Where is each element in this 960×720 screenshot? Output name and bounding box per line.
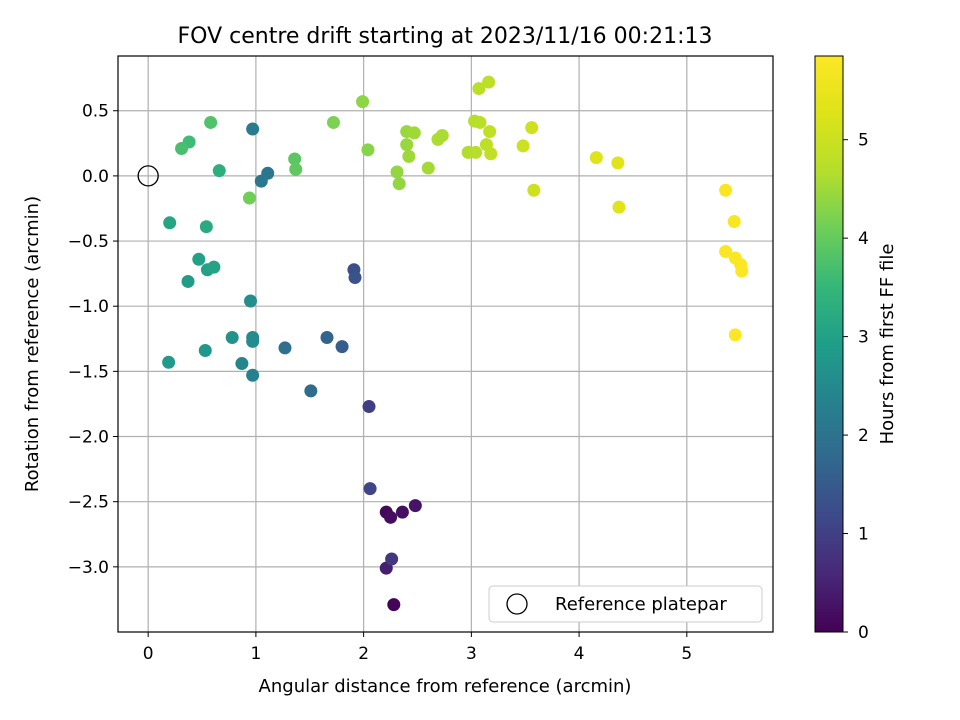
scatter-point bbox=[719, 244, 733, 258]
scatter-point bbox=[246, 122, 260, 136]
scatter-point bbox=[612, 200, 626, 214]
scatter-point bbox=[482, 75, 496, 89]
scatter-point bbox=[516, 139, 530, 153]
scatter-point bbox=[392, 177, 406, 191]
scatter-point bbox=[181, 274, 195, 288]
y-tick-label: −1.0 bbox=[68, 297, 109, 317]
legend-label: Reference platepar bbox=[555, 594, 727, 615]
scatter-point bbox=[278, 341, 292, 355]
scatter-point bbox=[162, 355, 176, 369]
y-axis-label: Rotation from reference (arcmin) bbox=[22, 196, 43, 492]
scatter-point bbox=[356, 95, 370, 109]
reference-platepar-marker bbox=[137, 165, 159, 187]
y-tick-label: 0.0 bbox=[82, 167, 109, 187]
scatter-point bbox=[400, 138, 414, 152]
scatter-point bbox=[469, 145, 483, 159]
scatter-point bbox=[199, 220, 213, 234]
x-tick-label: 1 bbox=[250, 644, 261, 664]
scatter-point bbox=[473, 115, 487, 129]
scatter-point bbox=[242, 191, 256, 205]
scatter-point bbox=[384, 510, 398, 524]
grid-lines bbox=[118, 56, 773, 632]
scatter-point bbox=[611, 156, 625, 170]
colorbar-tick-label: 5 bbox=[858, 131, 869, 151]
scatter-point bbox=[246, 368, 260, 382]
legend-box bbox=[488, 585, 763, 623]
legend: Reference platepar bbox=[488, 585, 763, 623]
y-tick-label: −1.5 bbox=[68, 362, 109, 382]
scatter-point bbox=[484, 147, 498, 161]
scatter-point bbox=[421, 161, 435, 175]
scatter-point bbox=[246, 334, 260, 348]
scatter-point bbox=[304, 384, 318, 398]
colorbar-ticks: 0 1 2 3 4 5 bbox=[843, 131, 869, 643]
scatter-point bbox=[244, 294, 258, 308]
scatter-point bbox=[472, 82, 486, 96]
y-tick-label: −2.0 bbox=[68, 428, 109, 448]
scatter-point bbox=[163, 216, 177, 230]
scatter-point bbox=[288, 152, 302, 166]
scatter-point bbox=[527, 183, 541, 197]
scatter-point bbox=[385, 552, 399, 566]
colorbar-tick-label: 4 bbox=[858, 229, 869, 249]
y-tick-label: −0.5 bbox=[68, 232, 109, 252]
scatter-point bbox=[335, 340, 349, 354]
scatter-point bbox=[589, 151, 603, 165]
y-tick-label: −2.5 bbox=[68, 493, 109, 513]
scatter-point bbox=[363, 482, 377, 496]
y-tick-label: −3.0 bbox=[68, 558, 109, 578]
chart-title: FOV centre drift starting at 2023/11/16 … bbox=[178, 24, 713, 49]
colorbar-tick-label: 0 bbox=[858, 623, 869, 643]
scatter-point bbox=[348, 271, 362, 285]
colorbar bbox=[814, 55, 844, 633]
scatter-point bbox=[207, 260, 221, 274]
reference-marker-group bbox=[137, 165, 159, 187]
colorbar-tick-label: 3 bbox=[858, 328, 869, 348]
scatter-point bbox=[361, 143, 375, 157]
colorbar-tick-label: 2 bbox=[858, 426, 869, 446]
scatter-point bbox=[402, 149, 416, 163]
scatter-point bbox=[407, 126, 421, 140]
x-tick-label: 4 bbox=[574, 644, 585, 664]
scatter-point bbox=[320, 330, 334, 344]
colorbar-tick-label: 1 bbox=[858, 525, 869, 545]
scatter-point bbox=[727, 215, 741, 229]
x-tick-label: 3 bbox=[466, 644, 477, 664]
scatter-point bbox=[483, 125, 497, 139]
scatter-point bbox=[395, 505, 409, 519]
scatter-point bbox=[735, 264, 749, 278]
colorbar-label: Hours from first FF file bbox=[877, 244, 898, 445]
scatter-point bbox=[408, 499, 422, 513]
x-tick-label: 5 bbox=[681, 644, 692, 664]
scatter-point bbox=[225, 330, 239, 344]
scatter-point bbox=[362, 400, 376, 414]
y-tick-label: 0.5 bbox=[82, 102, 109, 122]
scatter-point bbox=[192, 252, 206, 266]
plot-frame bbox=[117, 55, 774, 633]
scatter-point bbox=[719, 183, 733, 197]
scatter-point bbox=[390, 165, 404, 179]
x-tick-label: 0 bbox=[143, 644, 154, 664]
scatter-point bbox=[235, 357, 249, 371]
x-axis-label: Angular distance from reference (arcmin) bbox=[259, 676, 632, 697]
scatter-point bbox=[387, 598, 401, 612]
scatter-point bbox=[326, 115, 340, 129]
data-points bbox=[162, 75, 749, 612]
scatter-point bbox=[289, 162, 303, 176]
scatter-point bbox=[525, 121, 539, 135]
scatter-point bbox=[204, 115, 218, 129]
scatter-point bbox=[198, 344, 212, 358]
x-tick-label: 2 bbox=[358, 644, 369, 664]
legend-reference-marker bbox=[506, 593, 528, 615]
x-axis-ticks: 0 1 2 3 4 5 bbox=[143, 632, 692, 664]
scatter-point bbox=[212, 164, 226, 178]
scatter-point bbox=[254, 174, 268, 188]
scatter-point bbox=[175, 142, 189, 156]
scatter-point bbox=[435, 128, 449, 142]
y-axis-ticks: −3.0 −2.5 −2.0 −1.5 −1.0 −0.5 0.0 0.5 bbox=[68, 102, 118, 578]
scatter-point bbox=[728, 328, 742, 342]
